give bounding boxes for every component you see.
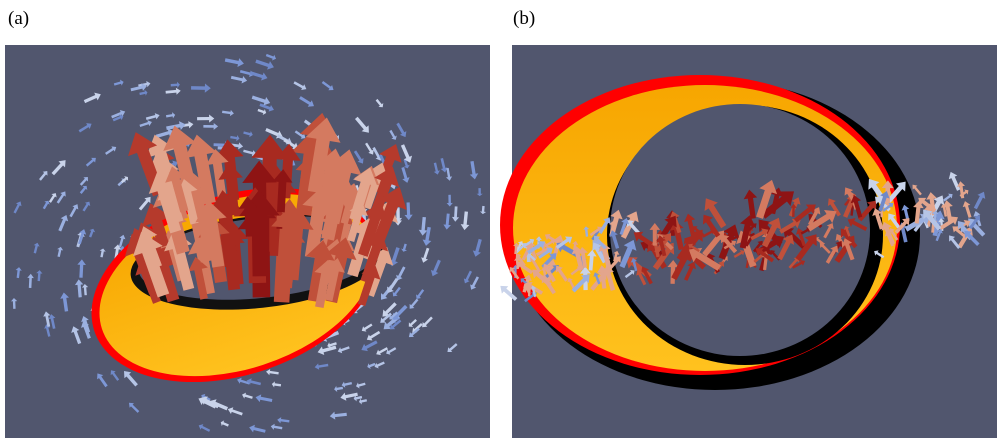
- figure: (a) (b): [0, 0, 997, 438]
- panel-label: (a): [8, 8, 29, 29]
- page: (a) (b) (() => { const data = JSON.parse…: [0, 0, 997, 438]
- panel-label: (b): [513, 8, 535, 29]
- hole: [610, 104, 870, 356]
- panel-a: [5, 45, 490, 438]
- panel-b: [500, 45, 997, 438]
